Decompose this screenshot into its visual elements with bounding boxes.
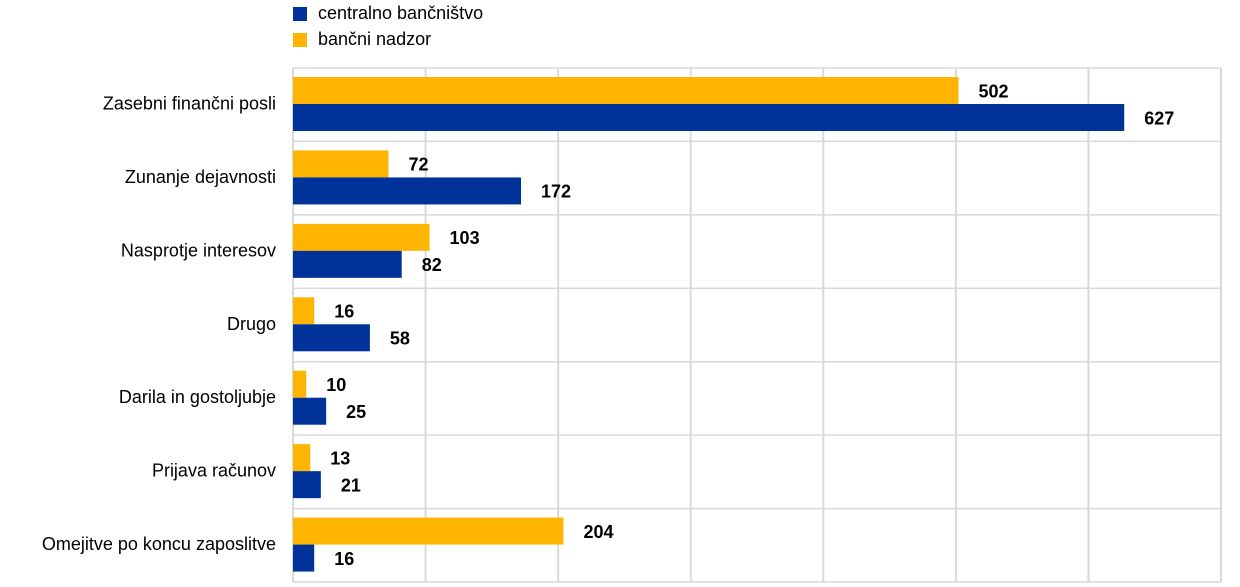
value-label: 172 [541,182,571,202]
value-label: 502 [979,81,1009,101]
value-label: 627 [1144,108,1174,128]
y-tick-label: Nasprotje interesov [121,240,276,260]
value-label: 58 [390,329,410,349]
value-label: 204 [583,522,613,542]
value-label: 10 [326,375,346,395]
bar [293,104,1125,131]
legend-swatch [293,33,307,47]
legend-swatch [293,7,307,21]
y-tick-label: Prijava računov [152,461,276,481]
bar [293,544,315,572]
bar [293,517,564,545]
y-tick-label: Drugo [227,314,276,334]
bar [293,150,389,178]
bar [293,297,315,325]
bar [293,177,522,205]
bar [293,397,327,425]
bar [293,223,430,251]
value-label: 16 [334,549,354,569]
bar [293,471,321,499]
bar [293,370,307,398]
legend-label: bančni nadzor [318,29,431,49]
bar [293,324,370,352]
value-label: 21 [341,475,361,495]
bar [293,250,402,278]
y-tick-label: Zunanje dejavnosti [125,167,276,187]
y-tick-label: Omejitve po koncu zaposlitve [42,534,276,554]
y-tick-label: Zasebni finančni posli [103,93,276,113]
value-label: 82 [422,255,442,275]
value-label: 72 [408,155,428,175]
bar [293,77,959,104]
bar [293,444,311,472]
y-tick-label: Darila in gostoljubje [119,387,276,407]
value-label: 103 [450,228,480,248]
legend-label: centralno bančništvo [318,3,483,23]
value-label: 13 [330,448,350,468]
value-label: 25 [346,402,366,422]
value-label: 16 [334,302,354,322]
